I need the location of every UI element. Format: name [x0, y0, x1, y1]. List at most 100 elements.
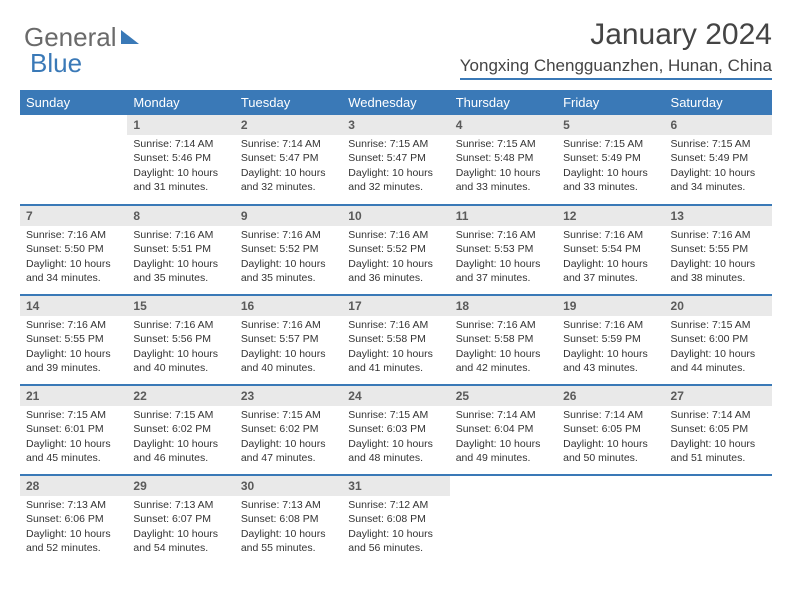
day-number: 3 — [342, 115, 449, 135]
day-info: Sunrise: 7:15 AMSunset: 6:01 PMDaylight:… — [26, 408, 121, 465]
day-info: Sunrise: 7:16 AMSunset: 5:52 PMDaylight:… — [241, 228, 336, 285]
weekday-header: Wednesday — [342, 90, 449, 115]
day-info: Sunrise: 7:14 AMSunset: 6:04 PMDaylight:… — [456, 408, 551, 465]
calendar-table: SundayMondayTuesdayWednesdayThursdayFrid… — [20, 90, 772, 565]
weekday-header: Saturday — [665, 90, 772, 115]
day-info: Sunrise: 7:16 AMSunset: 5:54 PMDaylight:… — [563, 228, 658, 285]
weekday-header: Tuesday — [235, 90, 342, 115]
day-cell: 17Sunrise: 7:16 AMSunset: 5:58 PMDayligh… — [342, 295, 449, 385]
day-info: Sunrise: 7:16 AMSunset: 5:57 PMDaylight:… — [241, 318, 336, 375]
day-number: 8 — [127, 206, 234, 226]
day-info: Sunrise: 7:14 AMSunset: 5:46 PMDaylight:… — [133, 137, 228, 194]
day-number: 6 — [665, 115, 772, 135]
day-number: 2 — [235, 115, 342, 135]
day-number: 29 — [127, 476, 234, 496]
day-cell: 1Sunrise: 7:14 AMSunset: 5:46 PMDaylight… — [127, 115, 234, 205]
day-number: 26 — [557, 386, 664, 406]
day-info: Sunrise: 7:16 AMSunset: 5:55 PMDaylight:… — [26, 318, 121, 375]
calendar-row: 7Sunrise: 7:16 AMSunset: 5:50 PMDaylight… — [20, 205, 772, 295]
day-info: Sunrise: 7:16 AMSunset: 5:53 PMDaylight:… — [456, 228, 551, 285]
day-cell: 16Sunrise: 7:16 AMSunset: 5:57 PMDayligh… — [235, 295, 342, 385]
day-info: Sunrise: 7:14 AMSunset: 5:47 PMDaylight:… — [241, 137, 336, 194]
day-cell: 15Sunrise: 7:16 AMSunset: 5:56 PMDayligh… — [127, 295, 234, 385]
day-cell: 12Sunrise: 7:16 AMSunset: 5:54 PMDayligh… — [557, 205, 664, 295]
day-number: 25 — [450, 386, 557, 406]
calendar-row: 1Sunrise: 7:14 AMSunset: 5:46 PMDaylight… — [20, 115, 772, 205]
day-info: Sunrise: 7:12 AMSunset: 6:08 PMDaylight:… — [348, 498, 443, 555]
day-cell: 18Sunrise: 7:16 AMSunset: 5:58 PMDayligh… — [450, 295, 557, 385]
day-info: Sunrise: 7:15 AMSunset: 5:49 PMDaylight:… — [671, 137, 766, 194]
weekday-header: Friday — [557, 90, 664, 115]
day-number: 24 — [342, 386, 449, 406]
day-info: Sunrise: 7:14 AMSunset: 6:05 PMDaylight:… — [671, 408, 766, 465]
weekday-header-row: SundayMondayTuesdayWednesdayThursdayFrid… — [20, 90, 772, 115]
day-cell: 29Sunrise: 7:13 AMSunset: 6:07 PMDayligh… — [127, 475, 234, 565]
day-cell: 7Sunrise: 7:16 AMSunset: 5:50 PMDaylight… — [20, 205, 127, 295]
day-info: Sunrise: 7:16 AMSunset: 5:51 PMDaylight:… — [133, 228, 228, 285]
calendar-row: 14Sunrise: 7:16 AMSunset: 5:55 PMDayligh… — [20, 295, 772, 385]
empty-cell — [557, 475, 664, 565]
day-number: 10 — [342, 206, 449, 226]
day-number: 19 — [557, 296, 664, 316]
brand-part2: Blue — [30, 48, 82, 78]
day-cell: 27Sunrise: 7:14 AMSunset: 6:05 PMDayligh… — [665, 385, 772, 475]
day-cell: 28Sunrise: 7:13 AMSunset: 6:06 PMDayligh… — [20, 475, 127, 565]
calendar-row: 28Sunrise: 7:13 AMSunset: 6:06 PMDayligh… — [20, 475, 772, 565]
day-number: 9 — [235, 206, 342, 226]
day-number: 22 — [127, 386, 234, 406]
day-number: 13 — [665, 206, 772, 226]
day-number: 1 — [127, 115, 234, 135]
day-info: Sunrise: 7:16 AMSunset: 5:58 PMDaylight:… — [348, 318, 443, 375]
day-cell: 25Sunrise: 7:14 AMSunset: 6:04 PMDayligh… — [450, 385, 557, 475]
weekday-header: Thursday — [450, 90, 557, 115]
day-info: Sunrise: 7:14 AMSunset: 6:05 PMDaylight:… — [563, 408, 658, 465]
day-cell: 2Sunrise: 7:14 AMSunset: 5:47 PMDaylight… — [235, 115, 342, 205]
empty-cell — [665, 475, 772, 565]
day-cell: 6Sunrise: 7:15 AMSunset: 5:49 PMDaylight… — [665, 115, 772, 205]
day-number: 23 — [235, 386, 342, 406]
calendar-row: 21Sunrise: 7:15 AMSunset: 6:01 PMDayligh… — [20, 385, 772, 475]
day-cell: 20Sunrise: 7:15 AMSunset: 6:00 PMDayligh… — [665, 295, 772, 385]
day-info: Sunrise: 7:16 AMSunset: 5:55 PMDaylight:… — [671, 228, 766, 285]
day-cell: 22Sunrise: 7:15 AMSunset: 6:02 PMDayligh… — [127, 385, 234, 475]
day-cell: 8Sunrise: 7:16 AMSunset: 5:51 PMDaylight… — [127, 205, 234, 295]
day-number: 31 — [342, 476, 449, 496]
day-info: Sunrise: 7:13 AMSunset: 6:06 PMDaylight:… — [26, 498, 121, 555]
day-info: Sunrise: 7:15 AMSunset: 6:02 PMDaylight:… — [241, 408, 336, 465]
day-cell: 31Sunrise: 7:12 AMSunset: 6:08 PMDayligh… — [342, 475, 449, 565]
day-cell: 3Sunrise: 7:15 AMSunset: 5:47 PMDaylight… — [342, 115, 449, 205]
day-cell: 19Sunrise: 7:16 AMSunset: 5:59 PMDayligh… — [557, 295, 664, 385]
day-cell: 13Sunrise: 7:16 AMSunset: 5:55 PMDayligh… — [665, 205, 772, 295]
day-info: Sunrise: 7:13 AMSunset: 6:07 PMDaylight:… — [133, 498, 228, 555]
day-cell: 21Sunrise: 7:15 AMSunset: 6:01 PMDayligh… — [20, 385, 127, 475]
day-number: 12 — [557, 206, 664, 226]
day-info: Sunrise: 7:15 AMSunset: 5:47 PMDaylight:… — [348, 137, 443, 194]
empty-cell — [450, 475, 557, 565]
day-cell: 24Sunrise: 7:15 AMSunset: 6:03 PMDayligh… — [342, 385, 449, 475]
day-number: 4 — [450, 115, 557, 135]
day-cell: 10Sunrise: 7:16 AMSunset: 5:52 PMDayligh… — [342, 205, 449, 295]
day-number: 5 — [557, 115, 664, 135]
day-cell: 14Sunrise: 7:16 AMSunset: 5:55 PMDayligh… — [20, 295, 127, 385]
weekday-header: Sunday — [20, 90, 127, 115]
day-cell: 4Sunrise: 7:15 AMSunset: 5:48 PMDaylight… — [450, 115, 557, 205]
day-number: 20 — [665, 296, 772, 316]
location-label: Yongxing Chengguanzhen, Hunan, China — [460, 56, 772, 80]
day-number: 18 — [450, 296, 557, 316]
day-number: 15 — [127, 296, 234, 316]
day-cell: 11Sunrise: 7:16 AMSunset: 5:53 PMDayligh… — [450, 205, 557, 295]
day-info: Sunrise: 7:15 AMSunset: 5:49 PMDaylight:… — [563, 137, 658, 194]
day-number: 28 — [20, 476, 127, 496]
day-info: Sunrise: 7:16 AMSunset: 5:58 PMDaylight:… — [456, 318, 551, 375]
day-info: Sunrise: 7:16 AMSunset: 5:56 PMDaylight:… — [133, 318, 228, 375]
day-info: Sunrise: 7:16 AMSunset: 5:52 PMDaylight:… — [348, 228, 443, 285]
day-number: 17 — [342, 296, 449, 316]
day-info: Sunrise: 7:16 AMSunset: 5:50 PMDaylight:… — [26, 228, 121, 285]
day-cell: 30Sunrise: 7:13 AMSunset: 6:08 PMDayligh… — [235, 475, 342, 565]
day-number: 7 — [20, 206, 127, 226]
day-info: Sunrise: 7:15 AMSunset: 6:03 PMDaylight:… — [348, 408, 443, 465]
day-cell: 23Sunrise: 7:15 AMSunset: 6:02 PMDayligh… — [235, 385, 342, 475]
day-number: 27 — [665, 386, 772, 406]
day-number: 21 — [20, 386, 127, 406]
day-number: 16 — [235, 296, 342, 316]
